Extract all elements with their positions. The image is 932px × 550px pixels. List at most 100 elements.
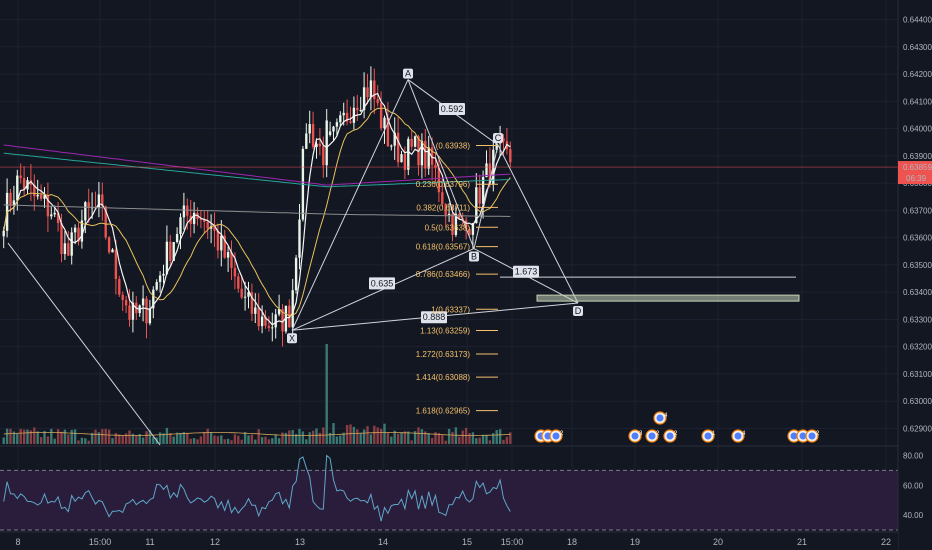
candle-body <box>131 302 135 320</box>
price-tick: 0.64300 <box>903 43 932 52</box>
candle-body <box>407 138 410 170</box>
volume-bar <box>12 431 16 444</box>
candle-body <box>128 305 131 320</box>
volume-bar <box>220 435 223 444</box>
candle-body <box>383 117 386 129</box>
candle-body <box>260 316 264 327</box>
volume-bar <box>124 433 128 444</box>
rsi-tick: 60.00 <box>903 481 924 490</box>
ratio-bg <box>369 277 395 290</box>
time-axis-bg <box>0 532 898 550</box>
candle-body <box>288 305 291 328</box>
candle-body <box>325 120 328 166</box>
volume-bar <box>172 436 175 444</box>
candle-body <box>33 184 36 197</box>
candle-body <box>43 195 46 199</box>
volume-bar <box>186 433 189 444</box>
candle-body <box>502 138 505 142</box>
candle-body <box>369 80 373 98</box>
price-tick: 0.64200 <box>903 70 932 79</box>
candle-body <box>230 252 233 268</box>
candle-body <box>274 314 277 328</box>
price-tick: 0.63200 <box>903 343 932 352</box>
volume-bar <box>237 435 240 444</box>
ma-slow-grey-line <box>3 204 511 217</box>
fibonacci-levels: (0.63938) 0.236(0.63796) 0.382(0.63711) 0.5… <box>416 142 498 416</box>
candle-body <box>53 212 56 215</box>
time-tick: 20 <box>713 537 723 547</box>
current-price-tag <box>898 161 932 185</box>
volume-bar <box>373 425 376 444</box>
rsi-tick: 40.00 <box>903 511 924 520</box>
event-dot <box>790 432 798 440</box>
fib-label: 0.5(0.63638) <box>425 223 471 232</box>
volume-bar <box>308 432 311 444</box>
candle-body <box>22 178 26 190</box>
volume-bar <box>359 433 362 444</box>
pattern-point-bg <box>573 306 583 317</box>
candle-body <box>172 242 175 261</box>
event-dot <box>656 414 664 422</box>
volume-bar <box>335 436 339 444</box>
volume-bar <box>196 439 199 444</box>
pattern-point-bg <box>287 333 297 344</box>
fib-label: 1.13(0.63259) <box>420 327 470 336</box>
candle-body <box>315 143 318 147</box>
time-tick: 14 <box>378 537 388 547</box>
volume-bar <box>29 430 33 444</box>
pattern-leg-ab <box>407 79 475 249</box>
volume-bar <box>298 428 301 444</box>
candle-body <box>366 87 369 98</box>
time-tick: 13 <box>295 537 305 547</box>
volume-bar <box>260 437 264 444</box>
candle-body <box>206 221 209 229</box>
candle-body <box>162 273 165 276</box>
volume-bar <box>107 429 111 444</box>
candle-body <box>192 212 196 224</box>
volume-bar <box>386 432 390 444</box>
volume-bar <box>356 429 359 444</box>
volume-bar <box>305 439 308 444</box>
candle-body <box>16 175 19 201</box>
volume-bar <box>424 431 427 444</box>
candle-body <box>226 252 230 258</box>
volume-bar <box>485 434 488 444</box>
pattern-ratio-bcd: 1.673 <box>515 267 538 277</box>
volume-bar <box>379 428 383 444</box>
candle-body <box>36 194 39 197</box>
price-tick: 0.64400 <box>903 16 932 25</box>
volume-bar <box>216 436 220 444</box>
volume-bar <box>464 427 468 444</box>
candle-body <box>97 194 101 208</box>
candle-body <box>305 133 308 149</box>
event-count: 4 <box>664 413 668 419</box>
volume-bar <box>36 431 39 444</box>
volume-bar <box>318 432 322 444</box>
pattern-point-bg <box>469 251 479 262</box>
volume-bar <box>291 430 294 444</box>
candle-body <box>291 290 294 328</box>
candle-body <box>427 147 430 169</box>
candle-body <box>277 309 281 315</box>
volume-bar <box>315 428 318 444</box>
volume-bar <box>339 435 342 444</box>
volume-bar <box>2 437 5 444</box>
volume-bar <box>498 429 502 444</box>
candle-body <box>87 202 90 208</box>
fib-label: 1(0.63337) <box>431 305 470 314</box>
candle-body <box>60 223 63 254</box>
candle-body <box>464 220 468 229</box>
candle-body <box>468 228 471 235</box>
event-dot <box>631 432 639 440</box>
candle-body <box>158 275 162 283</box>
volume-bar <box>169 433 172 444</box>
volume-bar <box>454 427 458 444</box>
candle-body <box>403 154 407 170</box>
volume-bar <box>400 432 403 444</box>
volume-bar <box>94 429 97 444</box>
volume-bar <box>135 435 138 444</box>
volume-bar <box>325 344 328 444</box>
volume-bar <box>9 428 12 444</box>
volume-bar <box>80 437 84 444</box>
pattern-point-c: C <box>495 133 502 143</box>
